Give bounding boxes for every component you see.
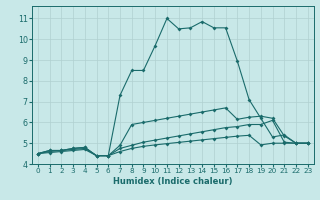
X-axis label: Humidex (Indice chaleur): Humidex (Indice chaleur) (113, 177, 233, 186)
